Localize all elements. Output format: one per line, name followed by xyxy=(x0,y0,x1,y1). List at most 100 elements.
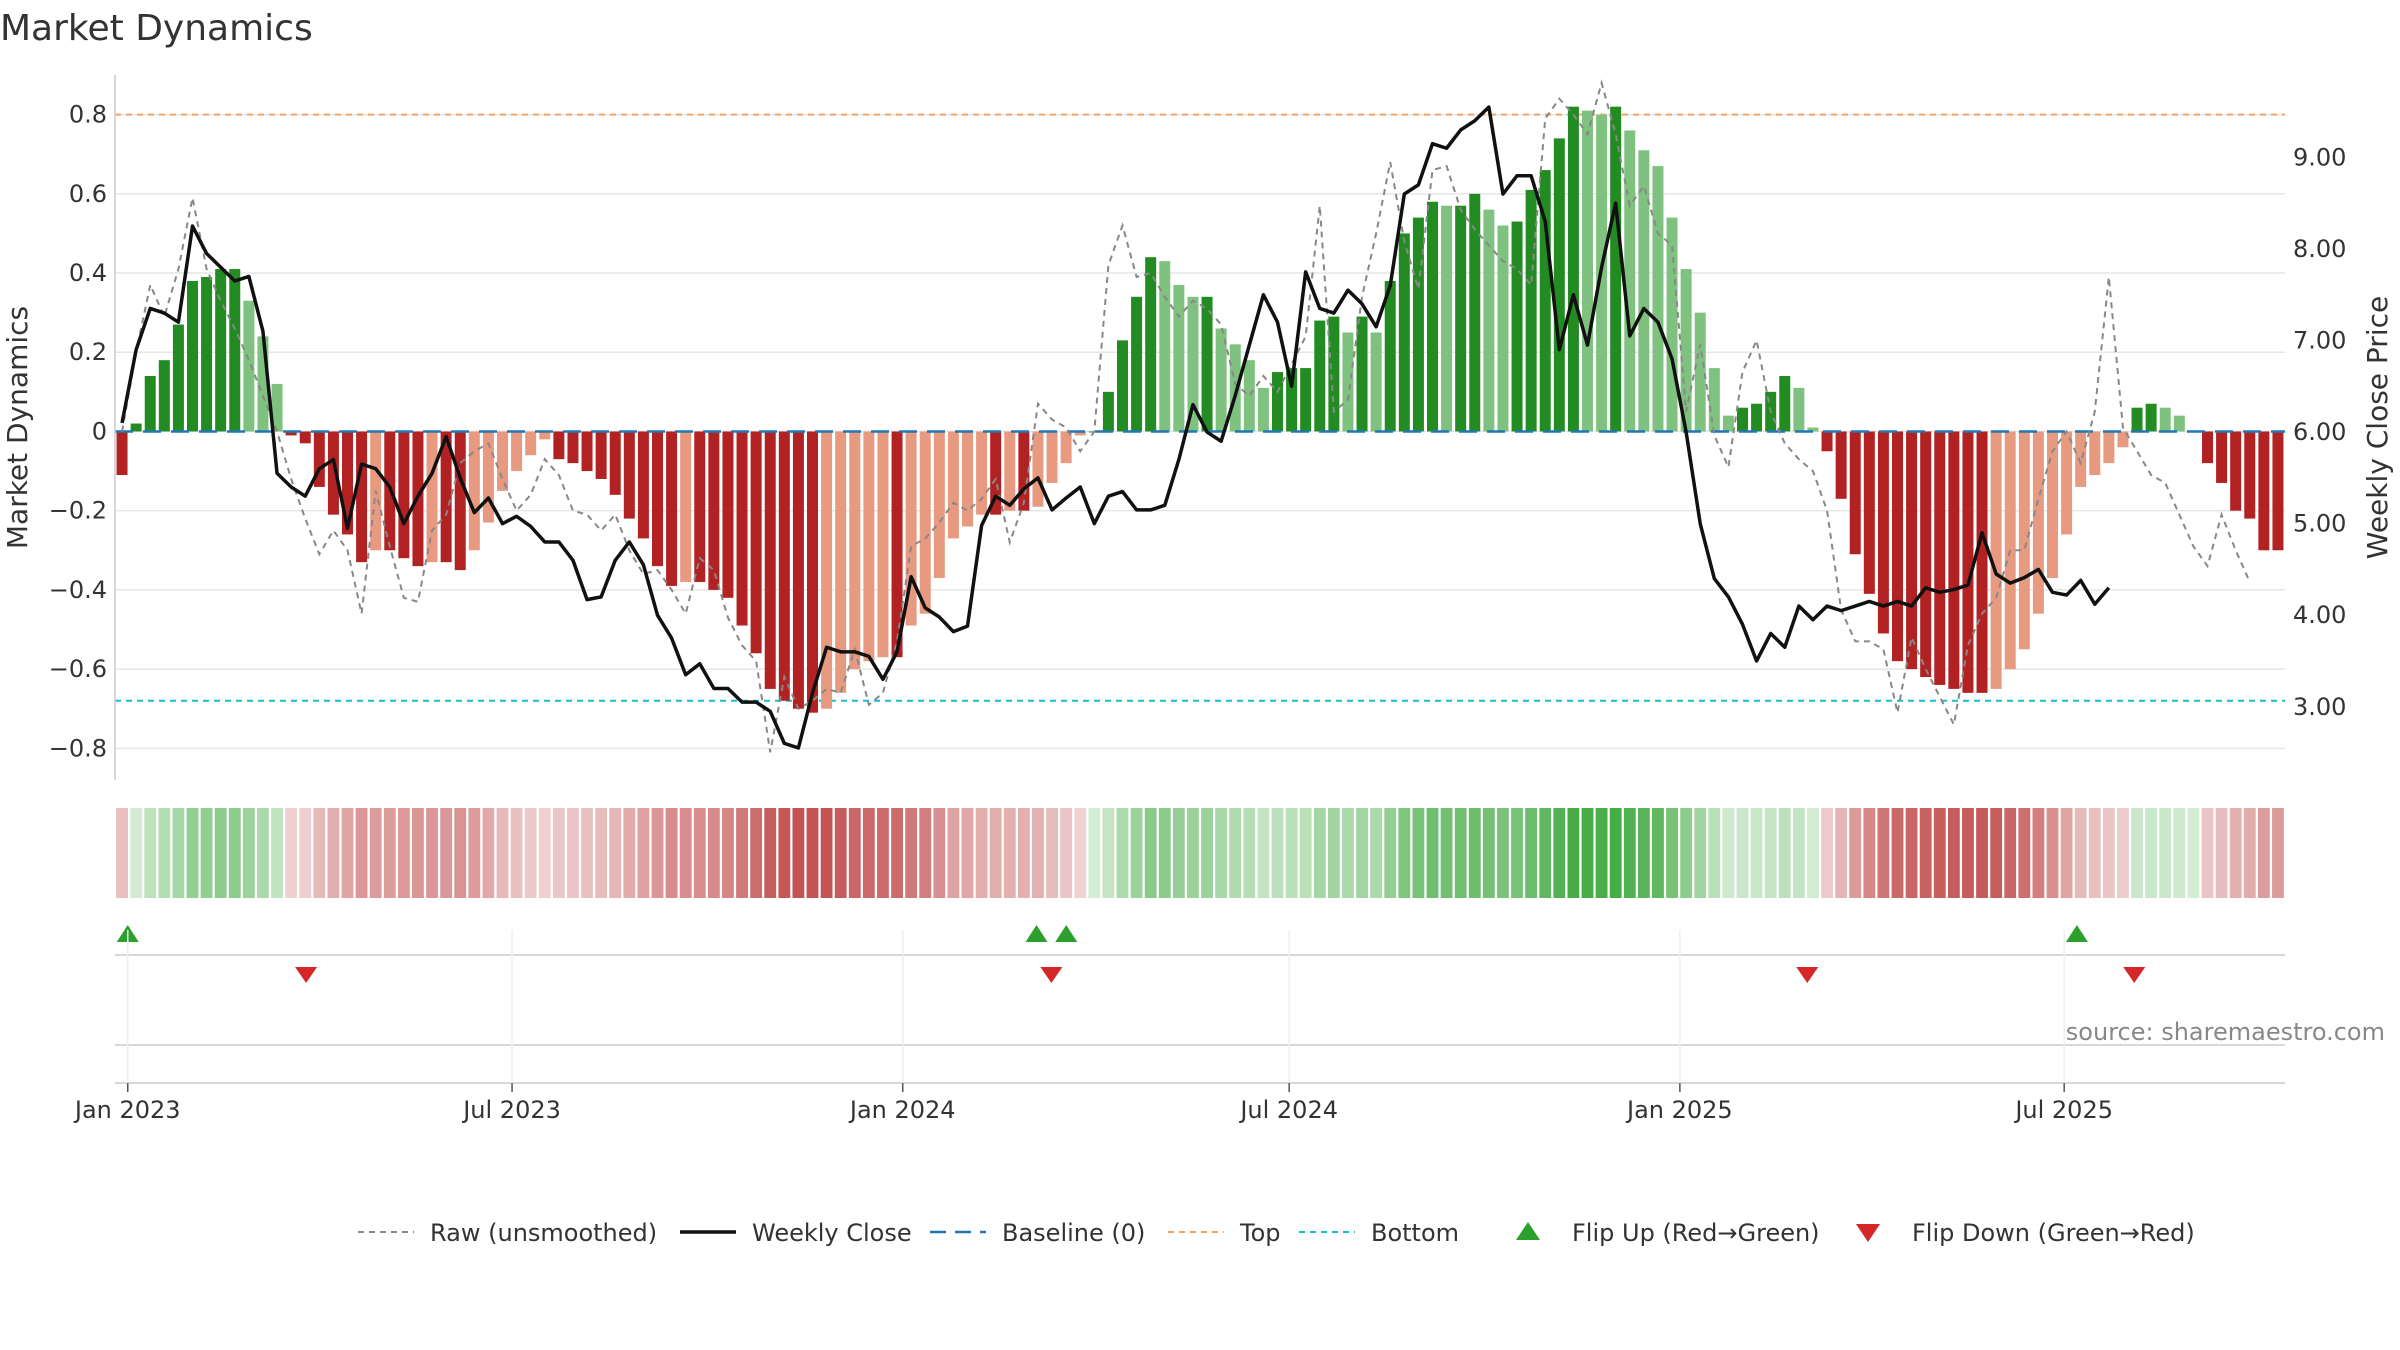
heat-cell xyxy=(186,808,199,898)
dynamics-bar xyxy=(2173,415,2185,432)
dynamics-bar xyxy=(2202,431,2213,464)
heat-cell xyxy=(1652,808,1664,898)
dynamics-bar xyxy=(1511,221,1523,432)
heat-cell xyxy=(1962,808,1974,898)
heat-cell xyxy=(1708,808,1721,898)
heat-cell xyxy=(665,808,678,898)
dynamics-bar xyxy=(1145,257,1157,432)
heat-cell xyxy=(637,808,650,898)
dynamics-bar xyxy=(1370,332,1382,432)
heat-cell xyxy=(440,808,453,898)
dynamics-bar xyxy=(116,431,128,476)
dynamics-bar xyxy=(1807,427,1819,432)
dynamics-bar xyxy=(1412,217,1424,432)
heat-cell xyxy=(764,808,777,898)
dynamics-bar xyxy=(1018,431,1030,511)
heat-cell xyxy=(1313,808,1326,898)
dynamics-bar xyxy=(1722,415,1734,432)
dynamics-bar xyxy=(243,300,255,432)
heat-cell xyxy=(257,808,269,898)
dynamics-bar xyxy=(1877,431,1889,634)
heat-cell xyxy=(1243,808,1256,898)
heat-cell xyxy=(975,808,988,898)
heat-cell xyxy=(552,808,565,898)
heat-cell xyxy=(1567,808,1580,898)
dynamics-bar xyxy=(1920,431,1932,678)
dynamics-bar xyxy=(2216,431,2228,483)
heat-cell xyxy=(1342,808,1354,898)
dynamics-bar xyxy=(1060,431,1072,464)
heat-cell xyxy=(1680,808,1693,898)
heat-cell xyxy=(158,808,171,898)
dynamics-bar xyxy=(1441,205,1453,432)
y2-tick-label: 3.00 xyxy=(2293,693,2346,721)
heat-cell xyxy=(2032,808,2045,898)
dynamics-bar xyxy=(299,431,311,444)
dynamics-bar xyxy=(1751,403,1763,432)
dynamics-bar xyxy=(1074,431,1086,436)
dynamics-bar xyxy=(905,431,917,626)
legend-label: Top xyxy=(1239,1219,1281,1247)
dynamics-bar xyxy=(708,431,720,590)
dynamics-bar xyxy=(1201,296,1213,432)
dynamics-bar xyxy=(1046,431,1058,483)
dynamics-bar xyxy=(1356,316,1368,432)
heat-cell xyxy=(1116,808,1129,898)
dynamics-bar xyxy=(947,431,959,539)
y-tick-label: −0.6 xyxy=(49,655,107,683)
dynamics-bar xyxy=(1638,150,1650,432)
dynamics-bar xyxy=(2230,431,2242,511)
heat-cell xyxy=(299,808,312,898)
heat-cell xyxy=(214,808,227,898)
heat-cell xyxy=(2018,808,2031,898)
heat-cell xyxy=(1102,808,1115,898)
heat-cell xyxy=(1060,808,1073,898)
flip-down-marker xyxy=(1796,967,1819,983)
heat-cell xyxy=(707,808,720,898)
legend-label: Bottom xyxy=(1371,1219,1459,1247)
heat-cell xyxy=(1088,808,1101,898)
heat-cell xyxy=(1821,808,1833,898)
heat-cell xyxy=(2201,808,2214,898)
dynamics-bar xyxy=(1624,130,1636,432)
y2-tick-label: 6.00 xyxy=(2293,418,2346,446)
dynamics-bar xyxy=(2272,431,2284,551)
heat-cell xyxy=(848,808,861,898)
heat-cell xyxy=(369,808,382,898)
heat-cell xyxy=(1468,808,1481,898)
heat-cell xyxy=(1891,808,1904,898)
dynamics-bar xyxy=(426,431,438,563)
heat-cell xyxy=(496,808,509,898)
dynamics-bar xyxy=(623,431,635,519)
dynamics-bar xyxy=(1272,372,1283,432)
dynamics-bar xyxy=(201,276,213,432)
dynamics-bar xyxy=(750,431,762,654)
dynamics-bar xyxy=(1229,344,1241,432)
source-note: source: sharemaestro.com xyxy=(2066,1018,2385,1046)
dynamics-bar xyxy=(158,360,170,432)
heat-cell xyxy=(750,808,763,898)
dynamics-bar xyxy=(525,431,537,456)
dynamics-bar xyxy=(2244,431,2256,519)
heat-cell xyxy=(482,808,495,898)
dynamics-bar xyxy=(933,431,945,579)
dynamics-bar xyxy=(144,376,156,432)
y2-tick-label: 5.00 xyxy=(2293,510,2346,538)
heat-cell xyxy=(1130,808,1143,898)
dynamics-bar xyxy=(1821,431,1833,452)
heat-cell xyxy=(834,808,847,898)
heat-cell xyxy=(1933,808,1946,898)
dynamics-bar xyxy=(1131,296,1143,432)
legend-item-top: Top xyxy=(1168,1219,1281,1247)
dynamics-bar xyxy=(285,431,297,436)
dynamics-bar xyxy=(1863,431,1875,594)
heat-cell xyxy=(397,808,410,898)
dynamics-bar xyxy=(1187,296,1199,432)
dynamics-bar xyxy=(807,431,818,713)
heat-cell xyxy=(1482,808,1495,898)
heat-cell xyxy=(468,808,481,898)
dynamics-bar xyxy=(553,431,565,460)
heat-cell xyxy=(2117,808,2129,898)
heat-cell xyxy=(947,808,960,898)
dynamics-bar xyxy=(1708,368,1720,432)
